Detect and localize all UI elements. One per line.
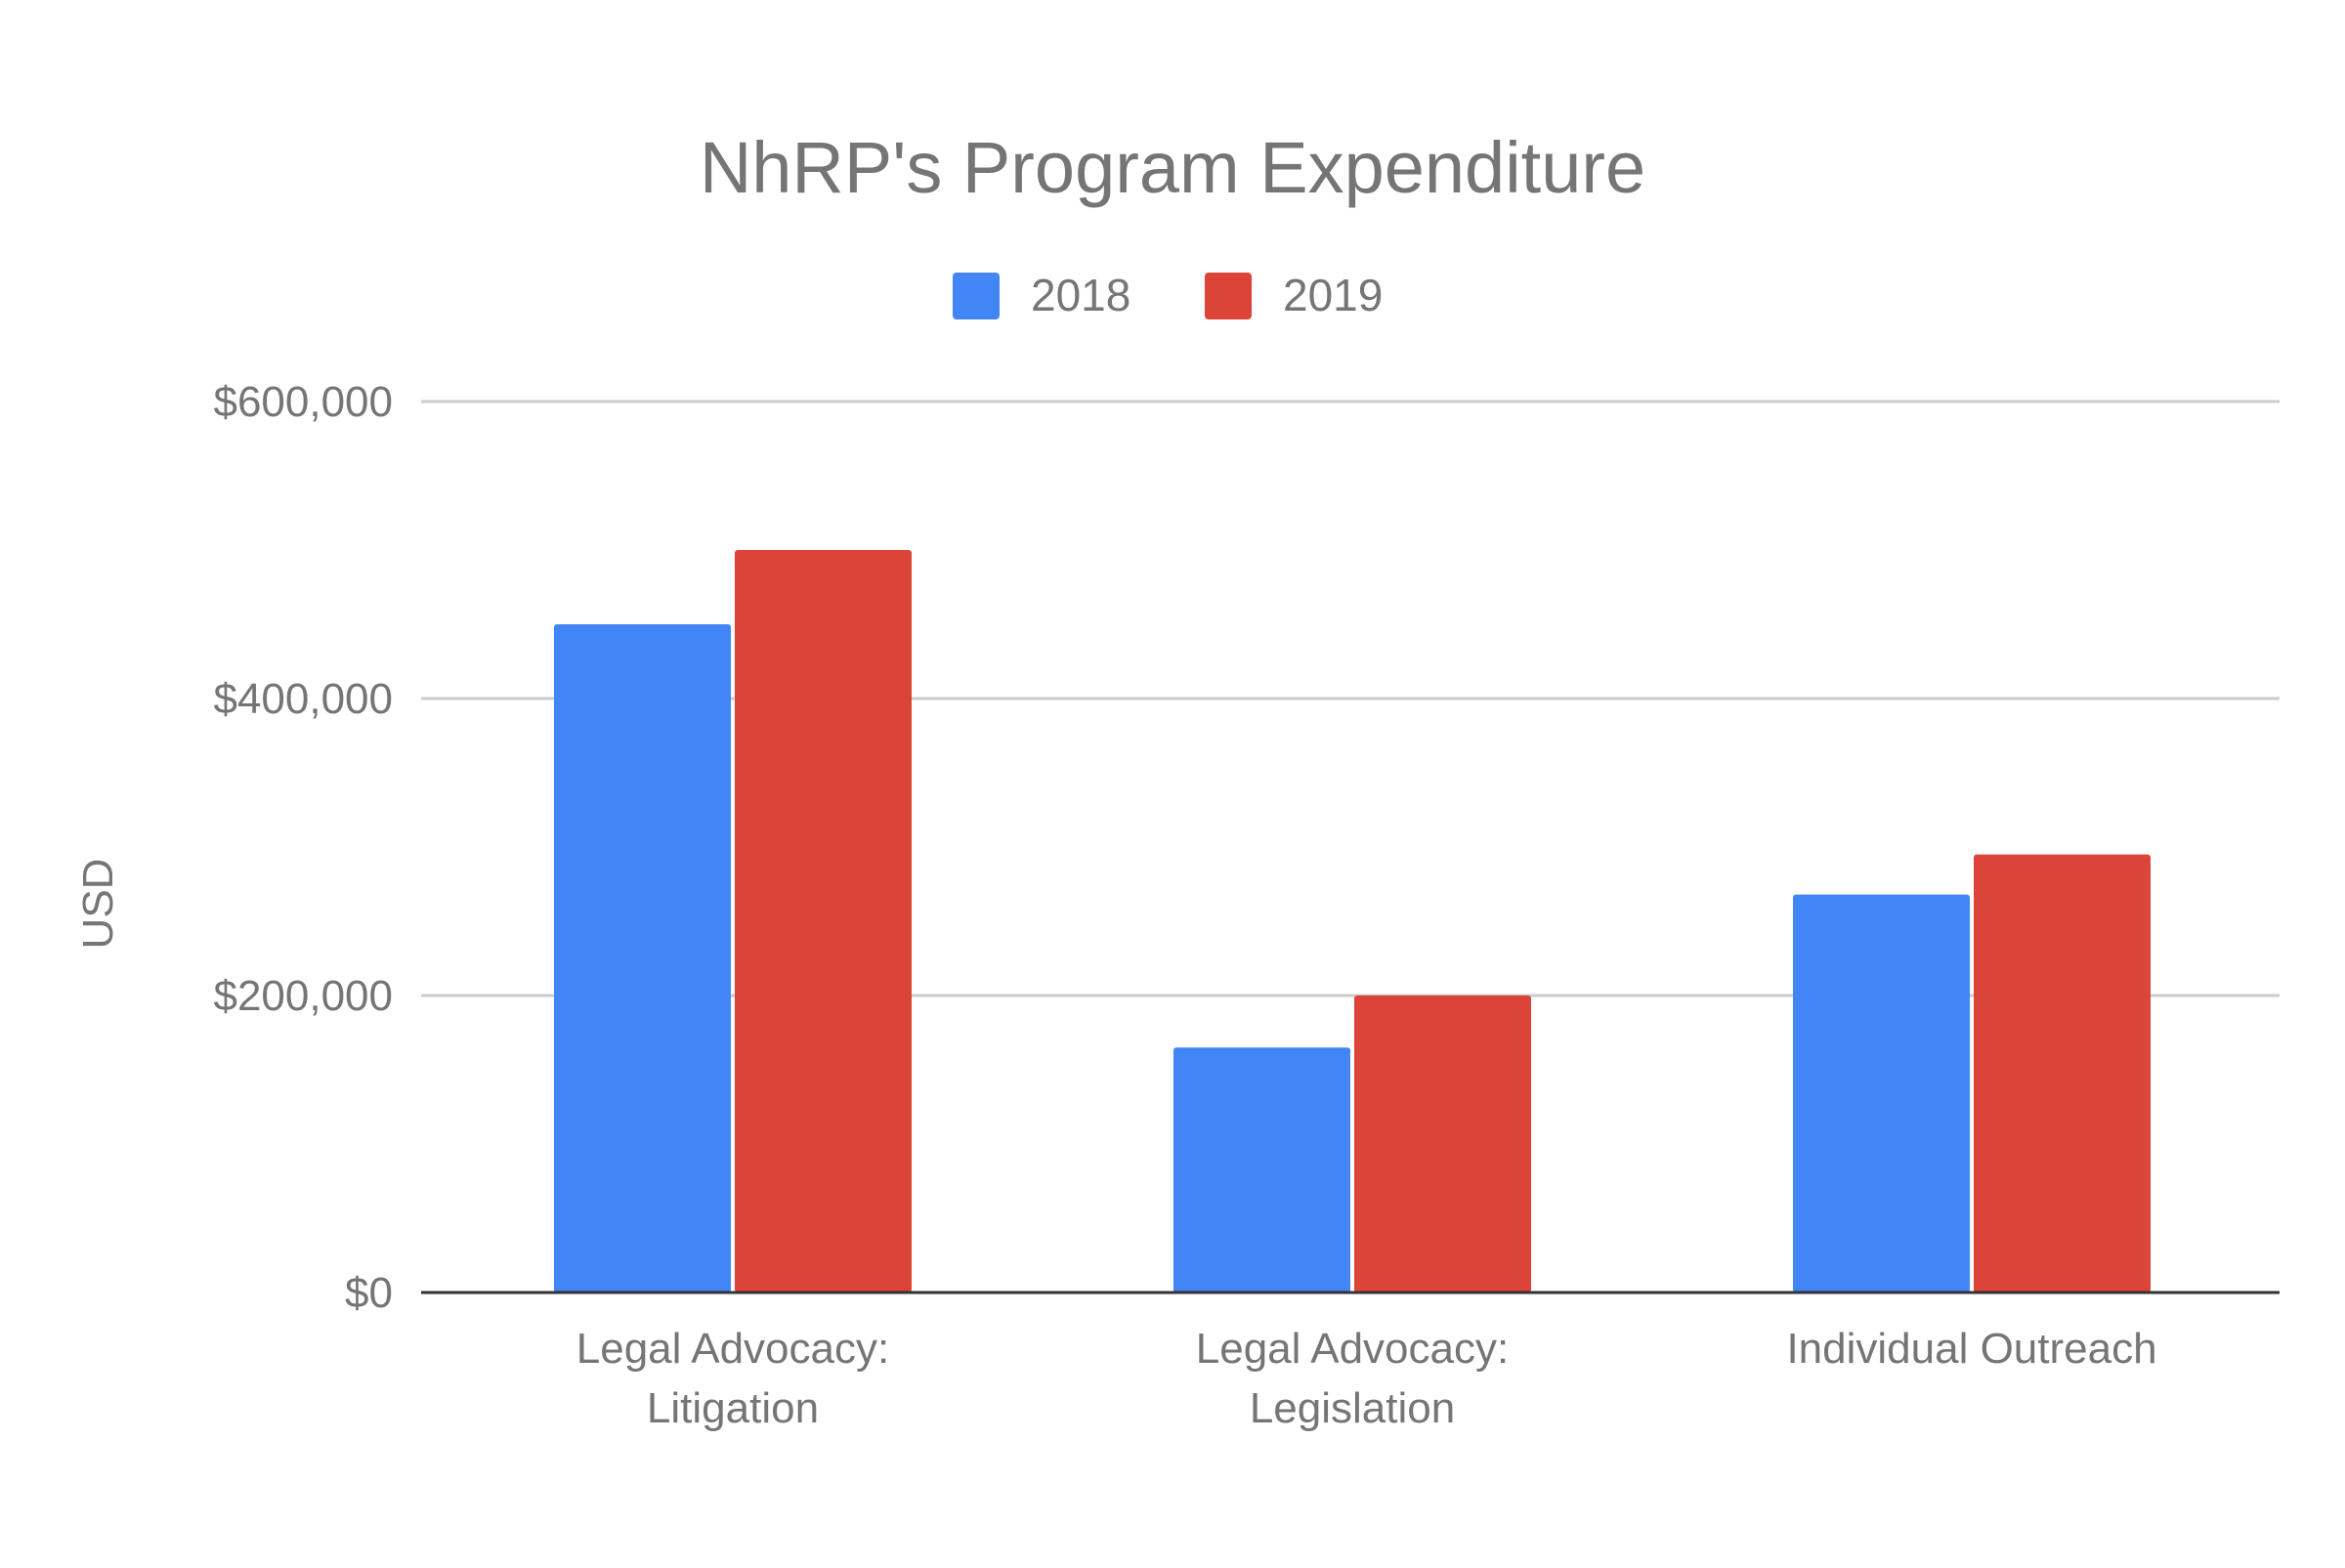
y-tick-label: $600,000 — [213, 378, 393, 426]
chart-title: NhRP's Program Expenditure — [700, 127, 1645, 208]
y-tick-label: $400,000 — [213, 675, 393, 723]
x-category-label: Legal Advocacy: — [1196, 1325, 1509, 1373]
y-tick-label: $0 — [345, 1269, 393, 1317]
bar-2019 — [735, 550, 912, 1293]
x-category-label: Legislation — [1250, 1384, 1455, 1432]
bars — [554, 550, 2151, 1293]
legend: 2018 2019 — [953, 270, 1383, 320]
y-axis-tick-labels: $0 $200,000 $400,000 $600,000 — [213, 378, 393, 1317]
legend-label-2019: 2019 — [1283, 270, 1383, 320]
bar-2018 — [554, 624, 731, 1293]
legend-label-2018: 2018 — [1031, 270, 1130, 320]
bar-2019 — [1354, 996, 1531, 1293]
bar-2019 — [1974, 854, 2151, 1293]
x-category-label: Individual Outreach — [1786, 1325, 2156, 1373]
x-axis-category-labels: Legal Advocacy: Litigation Legal Advocacy:… — [576, 1325, 2157, 1432]
x-category-label: Litigation — [647, 1384, 819, 1432]
legend-swatch-2019 — [1205, 273, 1252, 319]
y-axis-label: USD — [74, 859, 122, 950]
x-category-label: Legal Advocacy: — [576, 1325, 889, 1373]
y-tick-label: $200,000 — [213, 972, 393, 1020]
bar-2018 — [1793, 894, 1970, 1293]
legend-swatch-2018 — [953, 273, 1000, 319]
bar-2018 — [1173, 1047, 1350, 1293]
